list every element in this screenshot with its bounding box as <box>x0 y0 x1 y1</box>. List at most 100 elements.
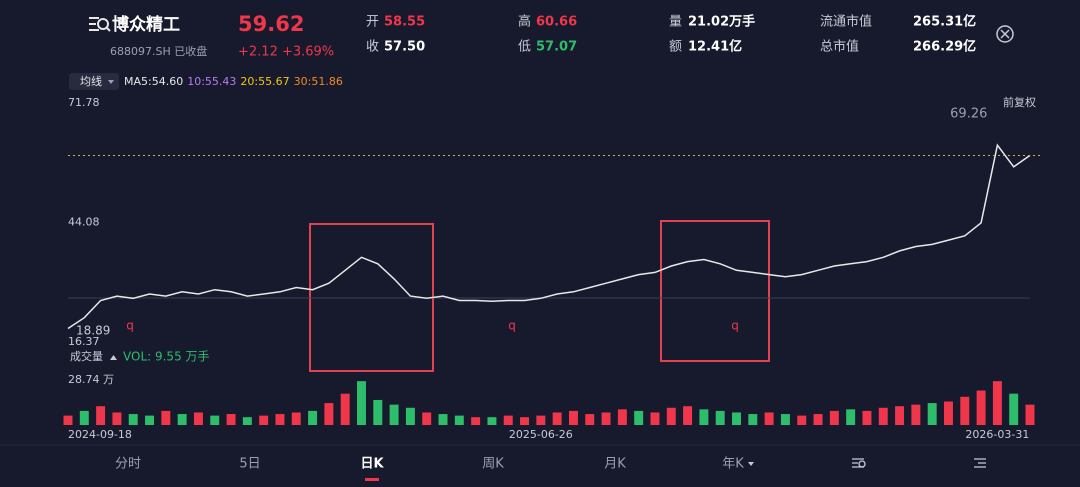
tab[interactable]: 日K <box>360 457 384 472</box>
dropdown-arrow <box>108 80 114 84</box>
x-tick-label: 2025-06-26 <box>509 428 573 441</box>
volume-bar <box>1009 393 1019 425</box>
stat-value: 60.66 <box>536 15 577 30</box>
stat-label: 低 <box>518 40 531 55</box>
volume-bar <box>552 412 562 425</box>
volume-bar <box>128 414 138 425</box>
close-button[interactable] <box>996 25 1014 43</box>
volume-bar <box>161 410 171 425</box>
max-label: 69.26 <box>950 106 987 121</box>
volume-bar <box>911 404 921 425</box>
stat-value: 12.41亿 <box>688 39 742 55</box>
volume-bar <box>634 410 644 425</box>
volume-bar <box>846 409 856 425</box>
volume-bar <box>878 407 888 425</box>
volume-bar <box>568 410 578 425</box>
volume-toggle[interactable] <box>110 355 117 360</box>
ma-value: MA5:54.60 <box>124 75 183 88</box>
volume-bar <box>585 414 595 425</box>
stat-value: 21.02万手 <box>688 14 755 30</box>
tab[interactable]: 月K <box>604 457 626 472</box>
y-tick-label: 71.78 <box>68 96 100 109</box>
x-tick-label: 2024-09-18 <box>68 428 132 441</box>
stat-label: 总市值 <box>820 39 859 55</box>
volume-bar <box>471 417 481 425</box>
ma-selector-label: 均线 <box>80 74 102 88</box>
volume-bar <box>210 415 220 425</box>
highlight-box <box>660 220 770 362</box>
volume-bar <box>536 415 546 425</box>
volume-bar <box>617 409 627 425</box>
volume-bar <box>520 417 530 425</box>
stat-value: 266.29亿 <box>913 39 976 55</box>
volume-bar <box>389 404 399 425</box>
stat-label: 收 <box>366 40 379 55</box>
volume-bar <box>862 410 872 425</box>
stat-label: 额 <box>669 40 682 55</box>
volume-bar <box>373 399 383 425</box>
volume-bar <box>259 415 269 425</box>
volume-value: VOL: 9.55 万手 <box>123 350 210 364</box>
volume-bar <box>992 381 1002 425</box>
volume-bar <box>943 401 953 425</box>
tab-dropdown <box>748 462 754 466</box>
settings-icon[interactable] <box>852 458 866 468</box>
volume-bar <box>112 412 122 425</box>
y-tick-label: 16.37 <box>68 335 100 348</box>
volume-bar <box>650 412 660 425</box>
y-tick-label: 44.08 <box>68 215 100 228</box>
x-tick-label: 2026-03-31 <box>965 428 1029 441</box>
signal-marker: q <box>731 319 739 333</box>
stock-code: 688097.SH 已收盘 <box>110 44 207 58</box>
price-line <box>67 143 1031 330</box>
volume-bar <box>699 409 709 425</box>
volume-tick-label: 28.74 万 <box>68 373 114 386</box>
signal-marker: q <box>508 319 516 333</box>
volume-bar <box>732 412 741 425</box>
stat-value: 57.07 <box>536 40 577 55</box>
signal-marker: q <box>126 319 134 333</box>
volume-bar <box>797 415 807 425</box>
volume-bar <box>226 414 236 425</box>
stat-label: 高 <box>518 14 531 30</box>
volume-bar <box>780 414 790 425</box>
volume-bar <box>177 414 187 425</box>
stat-label: 量 <box>669 15 682 30</box>
volume-bar <box>79 410 89 425</box>
stock-name: 博众精工 <box>112 14 180 35</box>
stat-value: 57.50 <box>384 40 425 55</box>
ma-selector[interactable] <box>69 73 119 90</box>
volume-bar <box>601 412 611 425</box>
stat-value: 58.55 <box>384 15 425 30</box>
volume-bar <box>683 406 693 425</box>
volume-bar <box>275 414 285 425</box>
min-label: 18.89 <box>76 324 110 338</box>
volume-bar <box>829 410 839 425</box>
volume-bar <box>308 410 318 425</box>
volume-bar <box>422 412 432 425</box>
tab[interactable]: 周K <box>482 457 504 472</box>
volume-bar <box>1025 404 1035 425</box>
tab[interactable]: 分时 <box>115 457 141 472</box>
menu-icon[interactable] <box>974 458 986 468</box>
volume-bar <box>487 417 497 425</box>
tab[interactable]: 5日 <box>239 457 260 472</box>
price: 59.62 <box>238 12 304 36</box>
tab[interactable]: 年K <box>722 457 744 472</box>
volume-bar <box>145 415 155 425</box>
volume-bar <box>96 406 106 425</box>
volume-bar <box>976 390 986 425</box>
volume-bar <box>63 415 73 425</box>
volume-bar <box>454 415 464 425</box>
volume-bar <box>895 406 905 425</box>
volume-bar <box>927 403 937 425</box>
ma-value: 20:55.67 <box>240 75 289 88</box>
change: +2.12 +3.69% <box>238 45 334 60</box>
volume-bar <box>715 410 725 425</box>
volume-bar <box>405 407 415 425</box>
ma-value: 30:51.86 <box>294 75 343 88</box>
volume-bar <box>340 393 350 425</box>
volume-bar <box>503 415 513 425</box>
